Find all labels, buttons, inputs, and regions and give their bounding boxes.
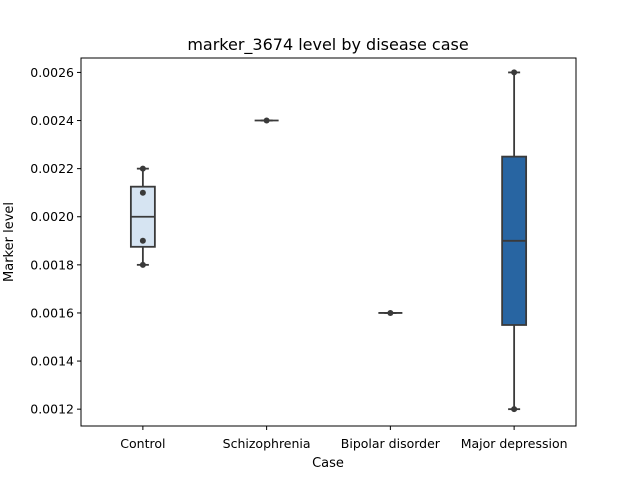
y-tick-label: 0.0016 xyxy=(30,305,74,320)
box-group xyxy=(378,309,403,316)
data-point xyxy=(263,117,270,124)
box-group xyxy=(254,117,279,124)
y-tick-label: 0.0020 xyxy=(30,209,74,224)
y-tick-label: 0.0014 xyxy=(30,354,74,369)
y-tick-label: 0.0022 xyxy=(30,161,74,176)
boxes xyxy=(129,69,528,413)
y-axis: 0.0012 0.0014 0.0016 0.0018 0.0020 0.0022 0.00… xyxy=(30,65,81,417)
box-group xyxy=(129,165,156,268)
box-group xyxy=(501,69,528,413)
chart-title: marker_3674 level by disease case xyxy=(187,35,468,55)
x-tick-label: Major depression xyxy=(461,436,568,451)
y-axis-label: Marker level xyxy=(2,202,17,282)
y-tick-label: 0.0018 xyxy=(30,257,74,272)
y-tick-label: 0.0024 xyxy=(30,113,74,128)
data-point xyxy=(387,309,394,316)
data-point xyxy=(511,406,518,413)
data-point xyxy=(139,165,146,172)
y-tick-label: 0.0026 xyxy=(30,65,74,80)
data-point xyxy=(139,261,146,268)
x-tick-label: Bipolar disorder xyxy=(341,436,441,451)
data-point xyxy=(139,189,146,196)
x-axis-label: Case xyxy=(312,456,344,471)
y-tick-label: 0.0012 xyxy=(30,402,74,417)
plot-area xyxy=(80,57,577,427)
x-tick-label: Schizophrenia xyxy=(223,436,311,451)
x-tick-label: Control xyxy=(120,436,165,451)
data-point xyxy=(139,237,146,244)
x-axis: Control Schizophrenia Bipolar disorder Majo… xyxy=(120,426,568,451)
data-point xyxy=(511,69,518,76)
